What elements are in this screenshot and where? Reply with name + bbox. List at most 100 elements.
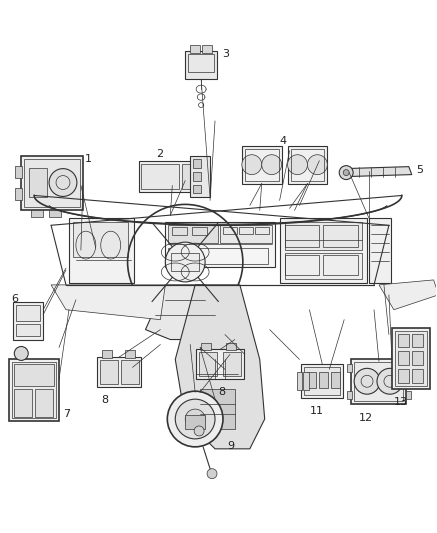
Bar <box>171 253 199 271</box>
Polygon shape <box>379 280 437 310</box>
Bar <box>21 156 83 211</box>
Bar <box>15 189 22 200</box>
Bar <box>24 159 80 207</box>
Bar <box>303 373 309 390</box>
Bar <box>284 255 319 275</box>
Bar <box>69 219 134 283</box>
Text: 9: 9 <box>227 441 234 451</box>
Text: 1: 1 <box>85 154 92 164</box>
Bar <box>223 352 241 376</box>
Circle shape <box>354 368 380 394</box>
Bar <box>398 334 409 348</box>
Circle shape <box>343 169 349 175</box>
Bar <box>406 391 411 399</box>
Bar <box>196 359 238 379</box>
Bar <box>245 149 279 181</box>
Polygon shape <box>175 285 265 449</box>
Circle shape <box>377 368 403 394</box>
Bar <box>323 225 358 247</box>
Circle shape <box>49 168 77 197</box>
Bar <box>182 164 200 190</box>
Bar <box>49 211 61 217</box>
Bar <box>395 330 427 386</box>
Bar <box>351 359 406 404</box>
Bar <box>100 360 118 384</box>
Text: 8: 8 <box>102 395 109 405</box>
Bar <box>323 255 358 275</box>
Bar <box>192 227 207 235</box>
Bar <box>97 358 142 387</box>
Bar <box>308 373 316 388</box>
Bar <box>392 328 430 389</box>
Polygon shape <box>51 285 165 320</box>
Bar <box>239 227 253 234</box>
Bar <box>202 45 212 53</box>
Bar <box>199 352 217 376</box>
Bar <box>142 164 179 190</box>
Circle shape <box>339 166 353 180</box>
Bar <box>398 369 409 383</box>
Bar <box>255 227 269 234</box>
Bar <box>347 391 352 399</box>
Circle shape <box>242 155 262 175</box>
Bar <box>196 350 244 379</box>
Bar <box>296 373 302 390</box>
Polygon shape <box>146 285 225 340</box>
Text: 7: 7 <box>63 409 70 419</box>
Bar <box>369 219 391 283</box>
Bar <box>190 45 200 53</box>
Circle shape <box>167 391 223 447</box>
Bar <box>9 359 59 421</box>
Bar <box>284 222 362 250</box>
Text: 8: 8 <box>218 387 225 397</box>
Bar <box>14 389 32 417</box>
Bar <box>284 253 362 279</box>
Bar <box>185 51 217 79</box>
Bar <box>14 365 54 386</box>
Text: 4: 4 <box>280 136 287 146</box>
Bar <box>16 324 40 336</box>
Text: 11: 11 <box>309 406 323 416</box>
Circle shape <box>165 242 205 282</box>
Bar <box>398 351 409 365</box>
Bar <box>331 373 340 388</box>
Bar <box>102 351 112 358</box>
Bar <box>125 351 135 358</box>
Bar <box>168 248 268 264</box>
Text: 2: 2 <box>156 149 163 159</box>
Circle shape <box>262 155 281 175</box>
Bar <box>15 166 22 177</box>
Bar <box>347 365 352 373</box>
Bar <box>193 159 201 168</box>
Text: 12: 12 <box>359 413 373 423</box>
Bar <box>288 146 327 183</box>
Bar <box>190 156 210 197</box>
Bar <box>284 225 319 247</box>
Bar <box>172 227 187 235</box>
Circle shape <box>14 346 28 360</box>
Circle shape <box>185 409 205 429</box>
Bar <box>121 360 139 384</box>
Bar <box>16 305 40 321</box>
Bar <box>319 373 328 388</box>
Bar <box>193 172 201 181</box>
Circle shape <box>308 155 327 175</box>
Polygon shape <box>344 167 412 176</box>
Bar <box>193 184 201 193</box>
Bar <box>139 160 203 192</box>
Bar <box>226 343 236 351</box>
Bar <box>406 365 411 373</box>
Circle shape <box>288 155 308 175</box>
Text: 13: 13 <box>394 397 408 407</box>
Bar <box>188 54 214 72</box>
Bar <box>73 222 128 257</box>
Bar <box>35 389 53 417</box>
Bar <box>201 343 211 351</box>
Bar <box>200 389 235 429</box>
Bar <box>354 362 403 401</box>
Bar <box>412 351 423 365</box>
Circle shape <box>175 399 215 439</box>
Bar <box>302 365 343 398</box>
Bar <box>305 367 340 395</box>
Bar <box>12 362 56 418</box>
